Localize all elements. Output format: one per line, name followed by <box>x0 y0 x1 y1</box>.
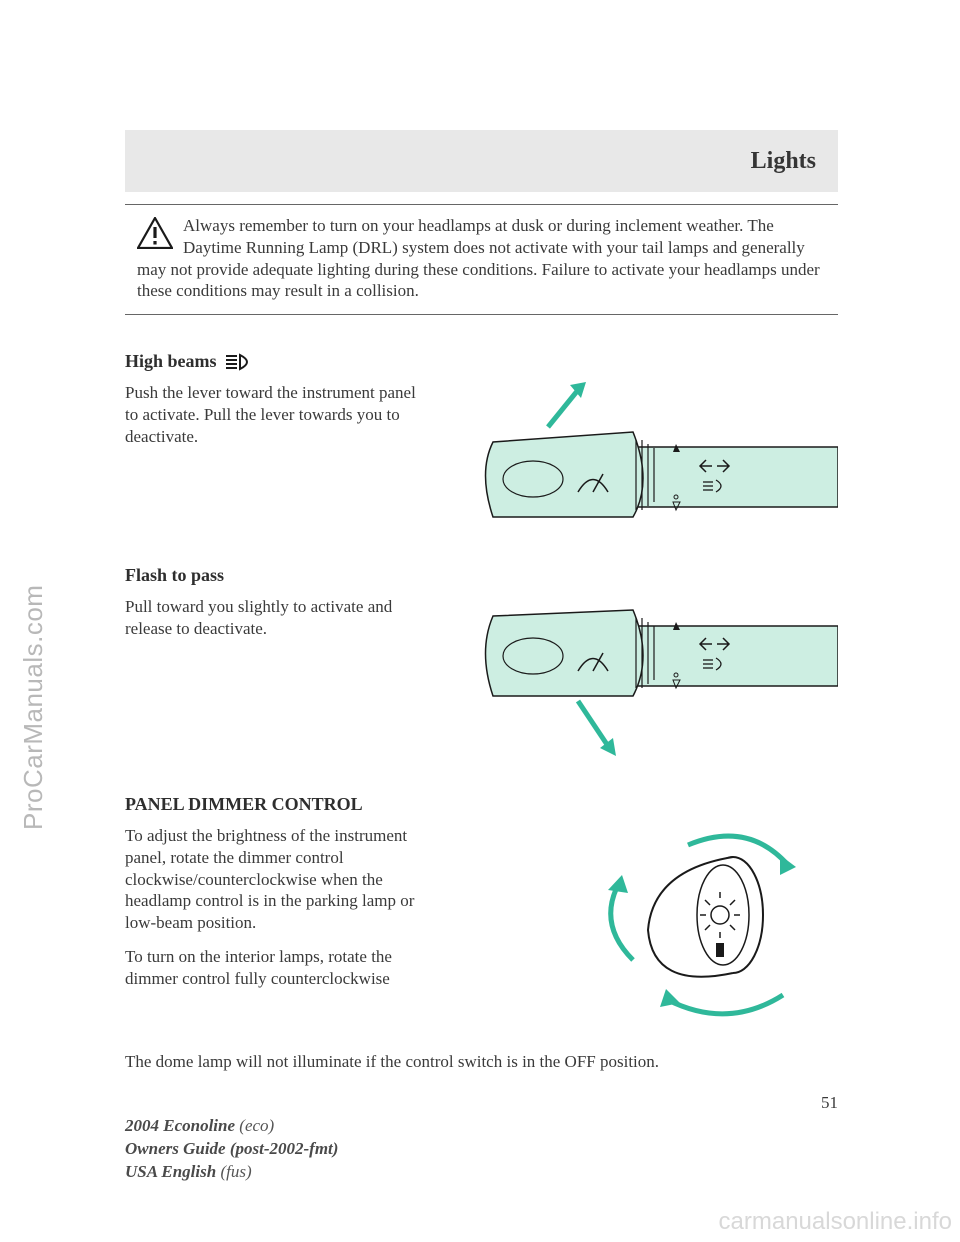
footer-line1-ital: (eco) <box>235 1116 274 1135</box>
dimmer-figure <box>445 825 838 1035</box>
dimmer-heading: PANEL DIMMER CONTROL <box>125 794 838 815</box>
high-beams-body: Push the lever toward the instrument pan… <box>125 382 425 537</box>
footer-line3-ital: (fus) <box>216 1162 251 1181</box>
dimmer-p3: The dome lamp will not illuminate if the… <box>125 1051 838 1073</box>
footer-line3-bold: USA English <box>125 1162 216 1181</box>
flash-body: Pull toward you slightly to activate and… <box>125 596 425 766</box>
section-header-title: Lights <box>751 148 816 175</box>
section-header-bar: Lights <box>125 130 838 192</box>
warning-text: Always remember to turn on your headlamp… <box>137 215 826 302</box>
side-watermark: ProCarManuals.com <box>18 585 49 830</box>
dimmer-row: To adjust the brightness of the instrume… <box>125 825 838 1035</box>
flash-heading: Flash to pass <box>125 565 838 586</box>
footer-line1-bold: 2004 Econoline <box>125 1116 235 1135</box>
high-beam-icon <box>225 353 255 371</box>
high-beams-heading: High beams <box>125 351 838 372</box>
flash-heading-text: Flash to pass <box>125 565 224 586</box>
warning-box: Always remember to turn on your headlamp… <box>125 204 838 315</box>
high-beams-heading-text: High beams <box>125 351 217 372</box>
footer-meta: 2004 Econoline (eco) Owners Guide (post-… <box>125 1115 338 1184</box>
warning-icon <box>137 217 173 254</box>
dimmer-text-col: To adjust the brightness of the instrume… <box>125 825 425 1035</box>
high-beams-row: Push the lever toward the instrument pan… <box>125 382 838 537</box>
page-number: 51 <box>125 1093 838 1113</box>
high-beams-figure <box>445 382 838 537</box>
flash-row: Pull toward you slightly to activate and… <box>125 596 838 766</box>
dimmer-p2: To turn on the interior lamps, rotate th… <box>125 946 425 990</box>
dimmer-heading-text: PANEL DIMMER CONTROL <box>125 794 363 815</box>
bottom-watermark: carmanualsonline.info <box>719 1208 952 1236</box>
flash-figure <box>445 596 838 766</box>
page-content: Lights Always remember to turn on your h… <box>125 130 838 1113</box>
footer-line2-bold: Owners Guide (post-2002-fmt) <box>125 1139 338 1158</box>
dimmer-p1: To adjust the brightness of the instrume… <box>125 825 425 934</box>
